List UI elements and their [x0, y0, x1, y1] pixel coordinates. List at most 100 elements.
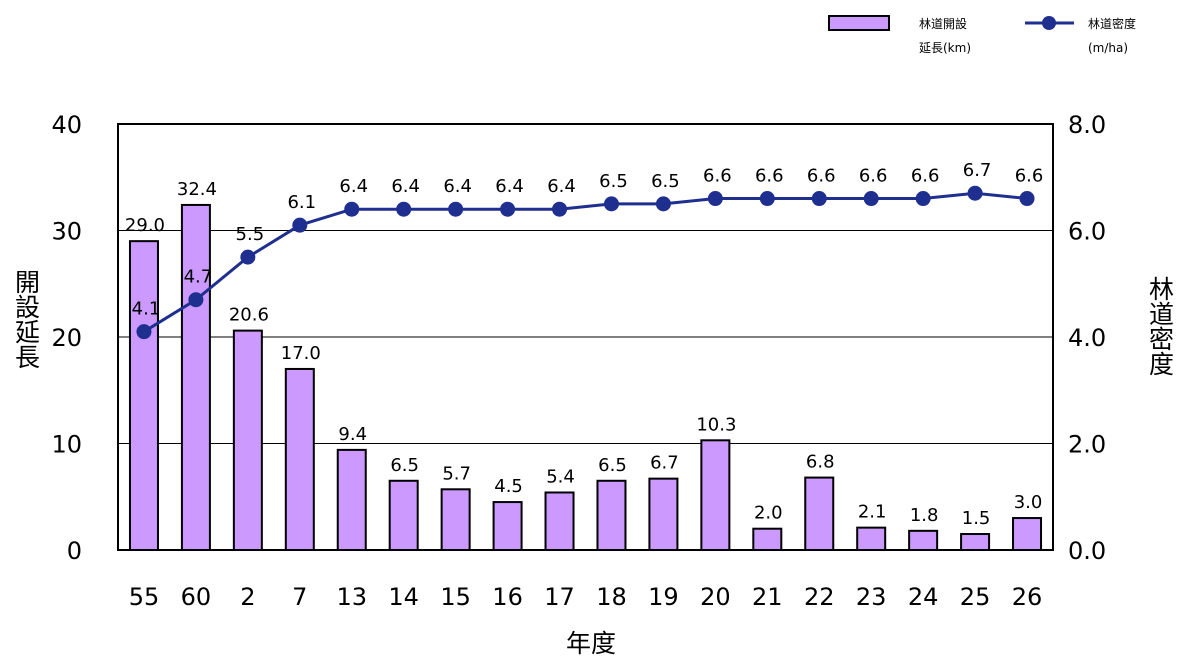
- density-value-label: 4.7: [184, 267, 213, 288]
- density-value-label: 6.4: [547, 176, 576, 197]
- legend-line-label-line-2: (m/ha): [1088, 41, 1128, 55]
- x-tick-label: 7: [292, 583, 307, 611]
- density-value-label: 6.6: [859, 166, 888, 187]
- x-tick-label: 26: [1012, 583, 1043, 611]
- left-tick-label: 20: [51, 324, 82, 352]
- density-point: [344, 201, 360, 217]
- density-point: [707, 191, 723, 207]
- bar: [960, 533, 991, 552]
- density-value-label: 6.4: [391, 176, 420, 197]
- x-axis-title: 年度: [566, 629, 616, 658]
- density-point: [500, 201, 516, 217]
- legend-bar-swatch: [828, 15, 890, 31]
- density-point: [396, 201, 412, 217]
- bar-value-label: 6.8: [806, 452, 835, 473]
- x-tick-label: 23: [856, 583, 887, 611]
- density-value-label: 6.5: [651, 171, 680, 192]
- bar: [284, 367, 315, 552]
- x-tick-label: 60: [181, 583, 212, 611]
- x-tick-label: 2: [240, 583, 255, 611]
- bar: [1012, 517, 1043, 551]
- grid-layer: [118, 230, 1053, 444]
- bar: [700, 439, 731, 551]
- bar: [232, 329, 263, 551]
- x-tick-label: 15: [440, 583, 471, 611]
- x-tick-label: 18: [596, 583, 627, 611]
- right-axis-title: 林道密度: [1146, 276, 1175, 376]
- density-value-label: 6.1: [287, 192, 316, 213]
- bar: [180, 203, 211, 551]
- x-tick-label: 17: [544, 583, 575, 611]
- bar: [544, 491, 575, 551]
- x-tick-label: 25: [960, 583, 991, 611]
- x-tick-label: 20: [700, 583, 731, 611]
- density-point: [603, 196, 619, 212]
- bar: [388, 479, 419, 551]
- density-point: [759, 191, 775, 207]
- density-point: [136, 324, 152, 340]
- bar-value-label: 20.6: [229, 305, 269, 326]
- bar: [804, 476, 835, 551]
- legend-line-label-line-1: 林道密度: [1088, 16, 1136, 31]
- density-point: [863, 191, 879, 207]
- legend-bar-label-line-1: 林道開設: [919, 16, 967, 31]
- bar-value-label: 6.5: [390, 455, 419, 476]
- density-value-label: 6.4: [495, 176, 524, 197]
- bar-value-label: 6.5: [598, 455, 627, 476]
- axis-titles: 開設延長 林道密度 年度: [12, 269, 1175, 658]
- left-tick-label: 0: [67, 537, 82, 565]
- density-value-label: 6.6: [755, 166, 784, 187]
- density-value-label: 4.1: [132, 299, 161, 320]
- density-value-label: 6.6: [807, 166, 836, 187]
- x-tick-label: 24: [908, 583, 939, 611]
- density-value-label: 6.6: [703, 166, 732, 187]
- right-tick-label: 0.0: [1068, 537, 1106, 565]
- x-tick-label: 13: [336, 583, 367, 611]
- density-point: [292, 217, 308, 233]
- bar-value-label: 32.4: [177, 179, 217, 200]
- density-point: [967, 185, 983, 201]
- density-value-label: 6.4: [339, 176, 368, 197]
- plot-frame: [117, 123, 1054, 551]
- legend: 林道開設 延長(km) 林道密度 (m/ha): [828, 15, 1136, 55]
- density-value-label: 6.6: [1015, 166, 1044, 187]
- x-tick-label: 19: [648, 583, 679, 611]
- density-value-label: 5.5: [236, 224, 265, 245]
- density-value-label: 6.5: [599, 171, 628, 192]
- frame-layer: [117, 123, 1054, 551]
- density-point: [1019, 191, 1035, 207]
- bar-value-label: 10.3: [696, 414, 736, 435]
- density-value-label: 6.6: [911, 166, 940, 187]
- density-point: [552, 201, 568, 217]
- density-point: [655, 196, 671, 212]
- bar: [336, 448, 367, 552]
- density-point: [448, 201, 464, 217]
- bar-value-label: 1.8: [910, 505, 939, 526]
- legend-line-marker: [1042, 16, 1056, 30]
- line-layer: [136, 185, 1035, 340]
- bar-layer: [128, 203, 1043, 552]
- density-value-label: 6.7: [963, 160, 992, 181]
- left-tick-label: 10: [51, 431, 82, 459]
- bar-value-label: 5.4: [546, 466, 575, 487]
- bar: [648, 477, 679, 551]
- legend-bar-label-line-2: 延長(km): [919, 41, 971, 55]
- right-tick-label: 4.0: [1068, 324, 1106, 352]
- density-point: [915, 191, 931, 207]
- bar: [752, 527, 783, 552]
- bar-value-label: 2.1: [858, 502, 887, 523]
- x-tick-label: 21: [752, 583, 783, 611]
- bar-value-label: 1.5: [962, 508, 991, 529]
- label-layer: 29.0 32.4 20.6 17.0 9.4 6.5 5.7 4.5 5.4 6.5 6.7 10.…: [125, 160, 1043, 529]
- bar-value-label: 5.7: [442, 463, 471, 484]
- left-tick-label: 30: [51, 218, 82, 246]
- density-point: [240, 249, 256, 265]
- bar-value-label: 3.0: [1014, 492, 1043, 513]
- bar-value-label: 29.0: [125, 215, 165, 236]
- tick-layer: 0 10 20 30 40 0.0 2.0 4.0 6.0 8.0 55 60 2 7 13 14 15 16 17…: [51, 111, 1106, 611]
- right-tick-label: 8.0: [1068, 111, 1106, 139]
- x-tick-label: 14: [388, 583, 419, 611]
- bar: [856, 526, 887, 552]
